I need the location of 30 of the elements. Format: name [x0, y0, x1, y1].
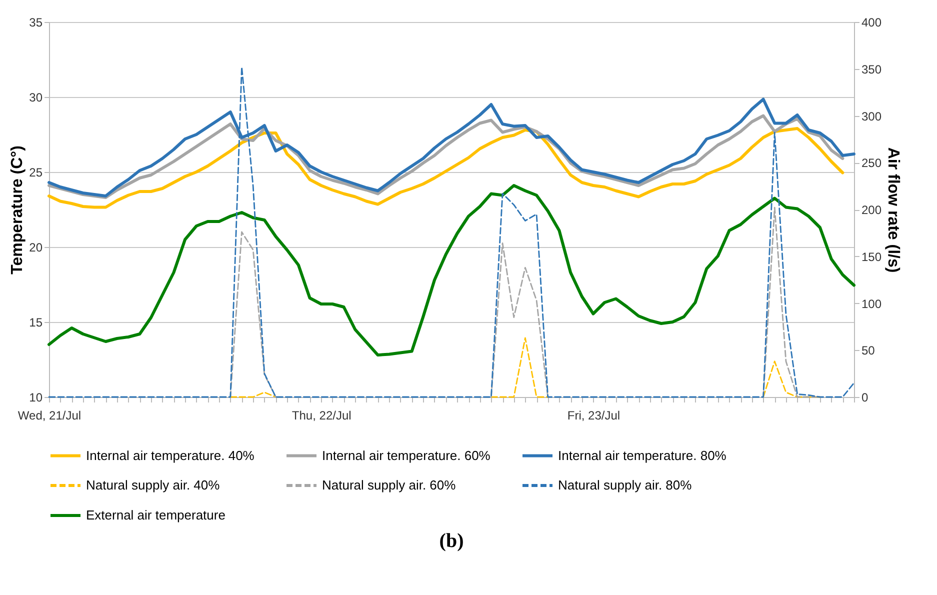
legend-label: Internal air temperature. 40% [86, 448, 255, 463]
y2-tick-label: 200 [862, 203, 882, 217]
x-tick-label: Thu, 22/Jul [292, 408, 352, 422]
y2-axis-title: Air flow rate (l/s) [884, 147, 902, 273]
y-tick-label: 30 [29, 90, 43, 104]
y2-tick-label: 300 [862, 109, 882, 124]
y2-tick-label: 50 [862, 344, 876, 358]
y2-tick-label: 0 [862, 390, 868, 404]
y-tick-label: 35 [29, 16, 43, 30]
line-series [48, 127, 844, 209]
legend-label: Internal air temperature. 60% [322, 448, 491, 463]
legend-label: Internal air temperature. 80% [558, 448, 727, 463]
y2-tick-label: 350 [862, 62, 882, 76]
y2-tick-label: 100 [862, 296, 882, 311]
x-tick-label: Fri, 23/Jul [567, 408, 620, 422]
y2-tick-label: 250 [862, 156, 882, 170]
legend-label: Natural supply air. 60% [322, 478, 456, 492]
x-tick-label: Wed, 21/Jul [18, 408, 82, 422]
y2-tick-label: 150 [862, 250, 882, 264]
legend-label: Natural supply air. 80% [558, 478, 692, 492]
y-tick-label: 10 [29, 390, 43, 404]
legend-label: Natural supply air. 40% [86, 478, 220, 492]
y-tick-label: 25 [29, 166, 43, 180]
legend-label: External air temperature [86, 508, 226, 522]
text: (b) [439, 530, 464, 552]
y-tick-label: 20 [29, 240, 43, 254]
line-series [48, 184, 856, 356]
y-axis-title: Temperature (C°) [9, 146, 26, 274]
y2-tick-label: 400 [862, 16, 882, 30]
y-tick-label: 15 [29, 316, 43, 330]
